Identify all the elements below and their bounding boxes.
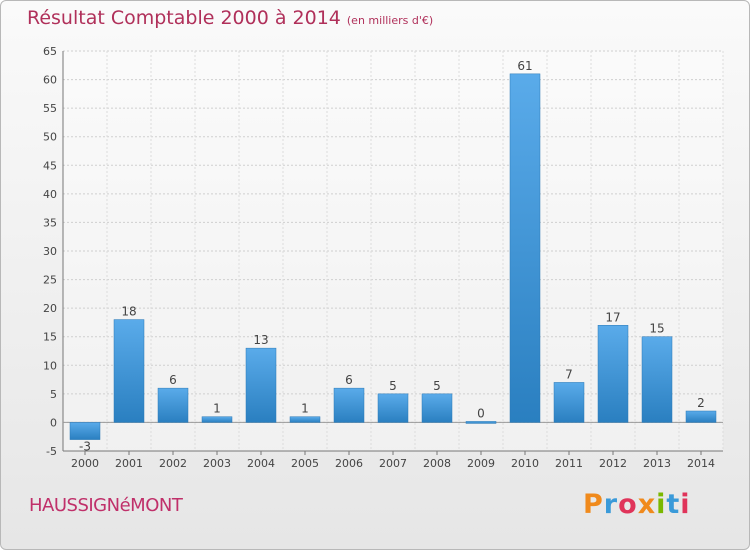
logo-letter: P	[583, 489, 604, 520]
chart-title-text: Résultat Comptable 2000 à 2014	[27, 7, 341, 29]
x-tick-label-2010: 2010	[511, 457, 539, 470]
y-tick-label-40: 40	[43, 188, 57, 201]
logo-letter: i	[656, 489, 667, 520]
y-tick-label-0: 0	[50, 416, 57, 429]
x-tick-label-2008: 2008	[423, 457, 451, 470]
x-tick-label-2002: 2002	[159, 457, 187, 470]
y-tick-label-65: 65	[43, 45, 57, 58]
bar-2014	[685, 410, 717, 423]
data-label-2007: 5	[389, 379, 397, 393]
y-tick-label-25: 25	[43, 274, 57, 287]
x-tick-label-2009: 2009	[467, 457, 495, 470]
data-label-2002: 6	[169, 373, 177, 387]
commune-name: HAUSSIGNéMONT	[29, 495, 183, 516]
bar-2009	[465, 421, 497, 424]
bar-2011	[553, 382, 585, 423]
y-tick-label-5: 5	[50, 388, 57, 401]
y-tick-label-20: 20	[43, 302, 57, 315]
x-tick-label-2000: 2000	[71, 457, 99, 470]
data-label-2001: 18	[121, 305, 136, 319]
y-tick-label-45: 45	[43, 159, 57, 172]
bar-2010	[509, 73, 541, 423]
x-tick-label-2005: 2005	[291, 457, 319, 470]
x-tick-label-2004: 2004	[247, 457, 275, 470]
logo-letter: t	[666, 489, 681, 520]
bar-2013	[641, 336, 673, 423]
bar-2008	[421, 393, 453, 423]
x-tick-label-2012: 2012	[599, 457, 627, 470]
bar-2002	[157, 387, 189, 423]
data-label-2014: 2	[697, 396, 705, 410]
bar-2007	[377, 393, 409, 423]
y-tick-label-15: 15	[43, 331, 57, 344]
y-tick-label-50: 50	[43, 131, 57, 144]
x-tick-label-2006: 2006	[335, 457, 363, 470]
data-label-2011: 7	[565, 367, 573, 381]
data-label-2013: 15	[649, 322, 664, 336]
bar-2004	[245, 347, 277, 423]
data-label-2010: 61	[517, 59, 532, 73]
data-label-2004: 13	[253, 333, 268, 347]
x-tick-label-2013: 2013	[643, 457, 671, 470]
data-label-2006: 6	[345, 373, 353, 387]
x-tick-labels: 2000 2001 2002 2003 2004 2005 2006 2007 2008 2009…	[71, 457, 715, 470]
y-tick-label-35: 35	[43, 216, 57, 229]
bar-2001	[113, 319, 145, 423]
chart-subtitle: (en milliers d'€)	[346, 14, 434, 27]
x-tick-label-2007: 2007	[379, 457, 407, 470]
chart-title: Résultat Comptable 2000 à 2014 (en millie…	[27, 7, 433, 29]
x-tick-label-2011: 2011	[555, 457, 583, 470]
y-tick-label-55: 55	[43, 102, 57, 115]
y-tick-label-30: 30	[43, 245, 57, 258]
logo-letter: x	[637, 489, 657, 520]
y-tick-label-60: 60	[43, 74, 57, 87]
bar-2003	[201, 416, 233, 423]
bar-2006	[333, 387, 365, 423]
bar-2000	[69, 422, 101, 440]
data-label-2008: 5	[433, 379, 441, 393]
x-tick-label-2014: 2014	[687, 457, 715, 470]
logo-letter: r	[603, 489, 619, 520]
proxiti-logo: Proxiti	[583, 489, 691, 520]
y-tick-labels: -5 0 5 10 15 20 25 30 35 40 45 50 55 60 65	[43, 45, 57, 458]
logo-letter: i	[680, 489, 691, 520]
x-tick-label-2003: 2003	[203, 457, 231, 470]
y-tick-label--5: -5	[46, 445, 57, 458]
x-tick-label-2001: 2001	[115, 457, 143, 470]
bar-2005	[289, 416, 321, 423]
data-label-2012: 17	[605, 310, 620, 324]
logo-letter: o	[618, 489, 638, 520]
data-label-2003: 1	[213, 402, 221, 416]
y-tick-label-10: 10	[43, 359, 57, 372]
data-label-2005: 1	[301, 402, 309, 416]
bars	[69, 73, 717, 440]
bar-2012	[597, 325, 629, 423]
data-label-2009: 0	[477, 406, 485, 420]
data-label-2000: -3	[79, 440, 91, 454]
